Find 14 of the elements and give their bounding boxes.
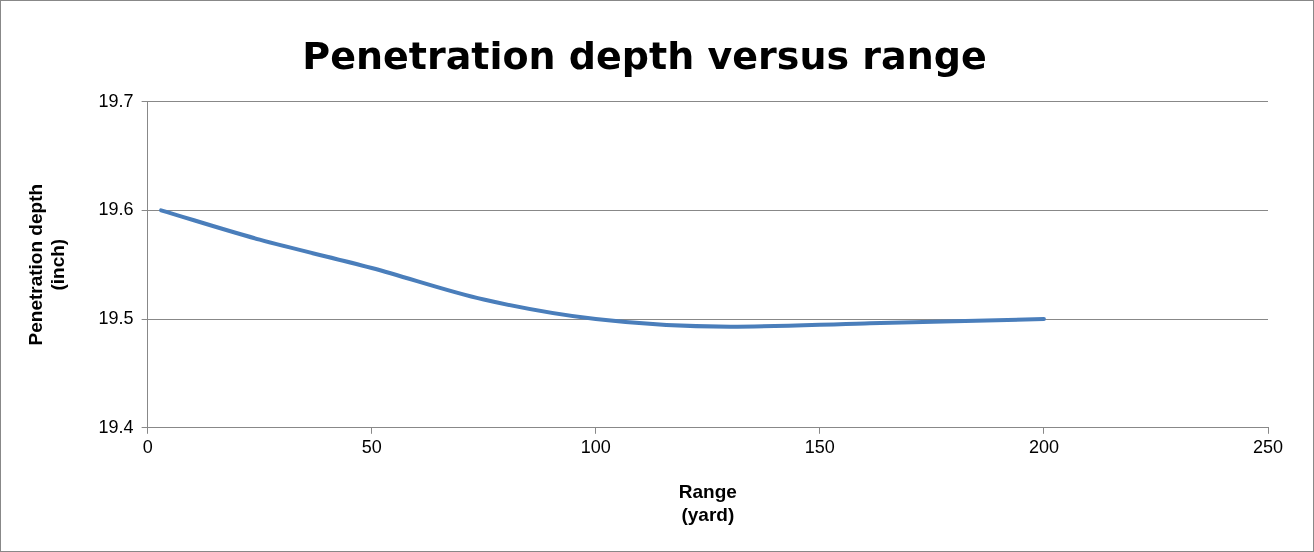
x-axis-title: Range (yard): [678, 481, 737, 525]
x-tick-label: 100: [580, 436, 611, 457]
y-tick-label: 19.6: [98, 199, 134, 220]
x-tick-label: 0: [142, 436, 153, 457]
y-tick-label: 19.5: [98, 308, 134, 329]
y-axis-title: Penetration depth (inch): [24, 183, 69, 346]
y-tick-label: 19.7: [98, 90, 134, 111]
chart-title: Penetration depth versus range: [302, 33, 987, 78]
x-tick-label: 200: [1028, 436, 1059, 457]
x-tick-label: 250: [1252, 436, 1284, 457]
x-tick-label: 150: [804, 436, 835, 457]
x-tick-label: 50: [361, 436, 382, 457]
y-tick-label: 19.4: [98, 416, 134, 437]
line-series: [159, 208, 1046, 329]
